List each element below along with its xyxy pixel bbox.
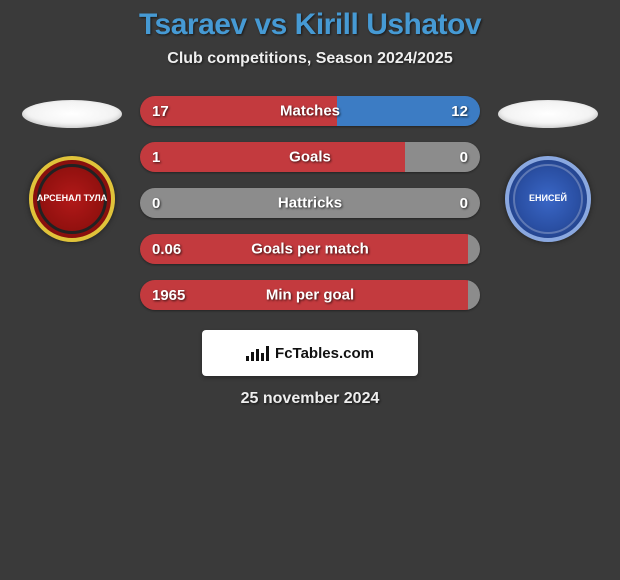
stat-value-right: 0 [460, 195, 468, 212]
stat-bar-right: 0 [310, 188, 480, 218]
right-team-badge: ЕНИСЕЙ [505, 156, 591, 242]
stat-bar-right: 12 [337, 96, 480, 126]
stat-bar-right: 0 [405, 142, 480, 172]
stat-value-left: 0.06 [152, 241, 181, 258]
stat-value-left: 1965 [152, 287, 185, 304]
stat-value-left: 1 [152, 149, 160, 166]
right-player-avatar [498, 100, 598, 128]
stat-value-right: 12 [451, 103, 468, 120]
left-side: АРСЕНАЛ ТУЛА [22, 96, 122, 242]
stat-bar-right [468, 234, 480, 264]
right-side: ЕНИСЕЙ [498, 96, 598, 242]
stat-row: 0.06Goals per match [140, 234, 480, 264]
stat-value-left: 17 [152, 103, 169, 120]
stats-column: 1712Matches10Goals00Hattricks0.06Goals p… [140, 96, 480, 310]
subtitle: Club competitions, Season 2024/2025 [0, 50, 620, 68]
stat-bar-left: 0.06 [140, 234, 468, 264]
stat-bar-left: 17 [140, 96, 337, 126]
bars-icon [246, 345, 269, 361]
left-player-avatar [22, 100, 122, 128]
footer-brand-text: FcTables.com [275, 345, 374, 362]
footer-brand-card[interactable]: FcTables.com [202, 330, 418, 376]
stat-value-right: 0 [460, 149, 468, 166]
stat-bar-right [468, 280, 480, 310]
stat-row: 10Goals [140, 142, 480, 172]
left-team-badge: АРСЕНАЛ ТУЛА [29, 156, 115, 242]
page-title: Tsaraev vs Kirill Ushatov [0, 8, 620, 42]
footer-date: 25 november 2024 [0, 390, 620, 408]
stat-row: 00Hattricks [140, 188, 480, 218]
left-team-badge-text: АРСЕНАЛ ТУЛА [37, 194, 107, 204]
stat-bar-left: 1965 [140, 280, 468, 310]
stat-bar-left: 0 [140, 188, 310, 218]
right-team-badge-text: ЕНИСЕЙ [529, 194, 567, 204]
stat-bar-left: 1 [140, 142, 405, 172]
stat-row: 1965Min per goal [140, 280, 480, 310]
comparison-layout: АРСЕНАЛ ТУЛА 1712Matches10Goals00Hattric… [0, 96, 620, 310]
stat-row: 1712Matches [140, 96, 480, 126]
stat-value-left: 0 [152, 195, 160, 212]
